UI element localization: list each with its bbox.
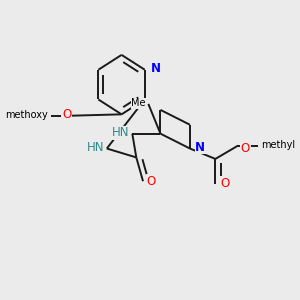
Text: O: O [221, 177, 230, 190]
Text: methyl: methyl [261, 140, 295, 150]
Text: HN: HN [112, 126, 130, 139]
Text: N: N [151, 62, 161, 75]
Text: O: O [241, 142, 250, 155]
Text: O: O [62, 108, 71, 121]
Text: HN: HN [87, 140, 104, 154]
Text: Me: Me [131, 98, 146, 108]
Text: O: O [146, 175, 155, 188]
Text: methoxy: methoxy [5, 110, 48, 120]
Text: N: N [195, 140, 205, 154]
